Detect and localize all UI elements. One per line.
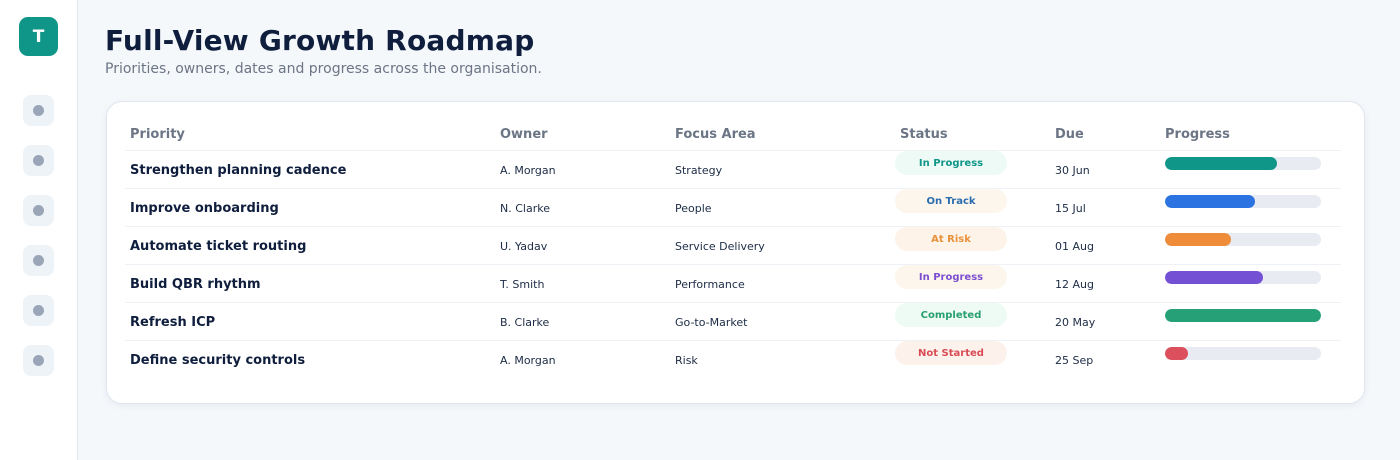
owner-name: U. Yadav [500,239,548,253]
sidebar-nav-item-4[interactable] [23,245,54,276]
table-row[interactable]: Improve onboarding N. Clarke People On T… [125,188,1341,226]
status-badge: Not Started [895,341,1007,365]
column-header-status: Status [900,127,948,142]
progress-bar [1165,347,1321,360]
progress-bar-fill [1165,157,1278,170]
status-badge: Completed [895,303,1007,327]
focus-area: Service Delivery [675,239,765,253]
sidebar-nav-item-3[interactable] [23,195,54,226]
progress-bar-fill [1165,309,1321,322]
nav-dot-icon [33,105,44,116]
progress-bar-fill [1165,347,1189,360]
progress-bar-fill [1165,233,1231,246]
progress-bar [1165,309,1321,322]
focus-area: People [675,201,712,215]
column-header-priority: Priority [130,127,185,142]
progress-bar [1165,233,1321,246]
nav-dot-icon [33,255,44,266]
due-date: 12 Aug [1055,277,1094,291]
sidebar-nav-item-2[interactable] [23,145,54,176]
focus-area: Risk [675,353,698,367]
table-row[interactable]: Automate ticket routing U. Yadav Service… [125,226,1341,264]
column-header-owner: Owner [500,127,548,142]
owner-name: A. Morgan [500,353,556,367]
priority-name: Build QBR rhythm [130,276,261,292]
due-date: 15 Jul [1055,201,1086,215]
sidebar: T [0,0,78,460]
nav-dot-icon [33,155,44,166]
priority-name: Refresh ICP [130,314,216,330]
priority-name: Define security controls [130,352,306,368]
column-header-due: Due [1055,127,1084,142]
nav-dot-icon [33,205,44,216]
status-badge: On Track [895,189,1007,213]
due-date: 01 Aug [1055,239,1094,253]
progress-bar [1165,271,1321,284]
due-date: 25 Sep [1055,353,1094,367]
app-logo[interactable]: T [19,17,58,56]
status-badge: In Progress [895,265,1007,289]
focus-area: Strategy [675,163,723,177]
due-date: 30 Jun [1055,163,1090,177]
page-title: Full-View Growth Roadmap [105,24,535,57]
progress-bar [1165,157,1321,170]
roadmap-table-card: Priority Owner Focus Area Status Due Pro… [106,101,1365,404]
progress-bar-fill [1165,195,1256,208]
owner-name: T. Smith [500,277,545,291]
due-date: 20 May [1055,315,1096,329]
status-badge: In Progress [895,151,1007,175]
owner-name: N. Clarke [500,201,550,215]
owner-name: B. Clarke [500,315,550,329]
progress-bar [1165,195,1321,208]
owner-name: A. Morgan [500,163,556,177]
focus-area: Go-to-Market [675,315,748,329]
focus-area: Performance [675,277,745,291]
sidebar-nav-item-6[interactable] [23,345,54,376]
column-header-progress: Progress [1165,127,1230,142]
priority-name: Strengthen planning cadence [130,162,347,178]
sidebar-nav-item-5[interactable] [23,295,54,326]
table-row[interactable]: Define security controls A. Morgan Risk … [125,340,1341,378]
table-row[interactable]: Strengthen planning cadence A. Morgan St… [125,150,1341,188]
nav-dot-icon [33,355,44,366]
table-row[interactable]: Refresh ICP B. Clarke Go-to-Market Compl… [125,302,1341,340]
page-subtitle: Priorities, owners, dates and progress a… [105,61,542,77]
priority-name: Improve onboarding [130,200,279,216]
priority-name: Automate ticket routing [130,238,307,254]
table-row[interactable]: Build QBR rhythm T. Smith Performance In… [125,264,1341,302]
status-badge: At Risk [895,227,1007,251]
sidebar-nav-item-1[interactable] [23,95,54,126]
column-header-focus-area: Focus Area [675,127,756,142]
nav-dot-icon [33,305,44,316]
progress-bar-fill [1165,271,1264,284]
